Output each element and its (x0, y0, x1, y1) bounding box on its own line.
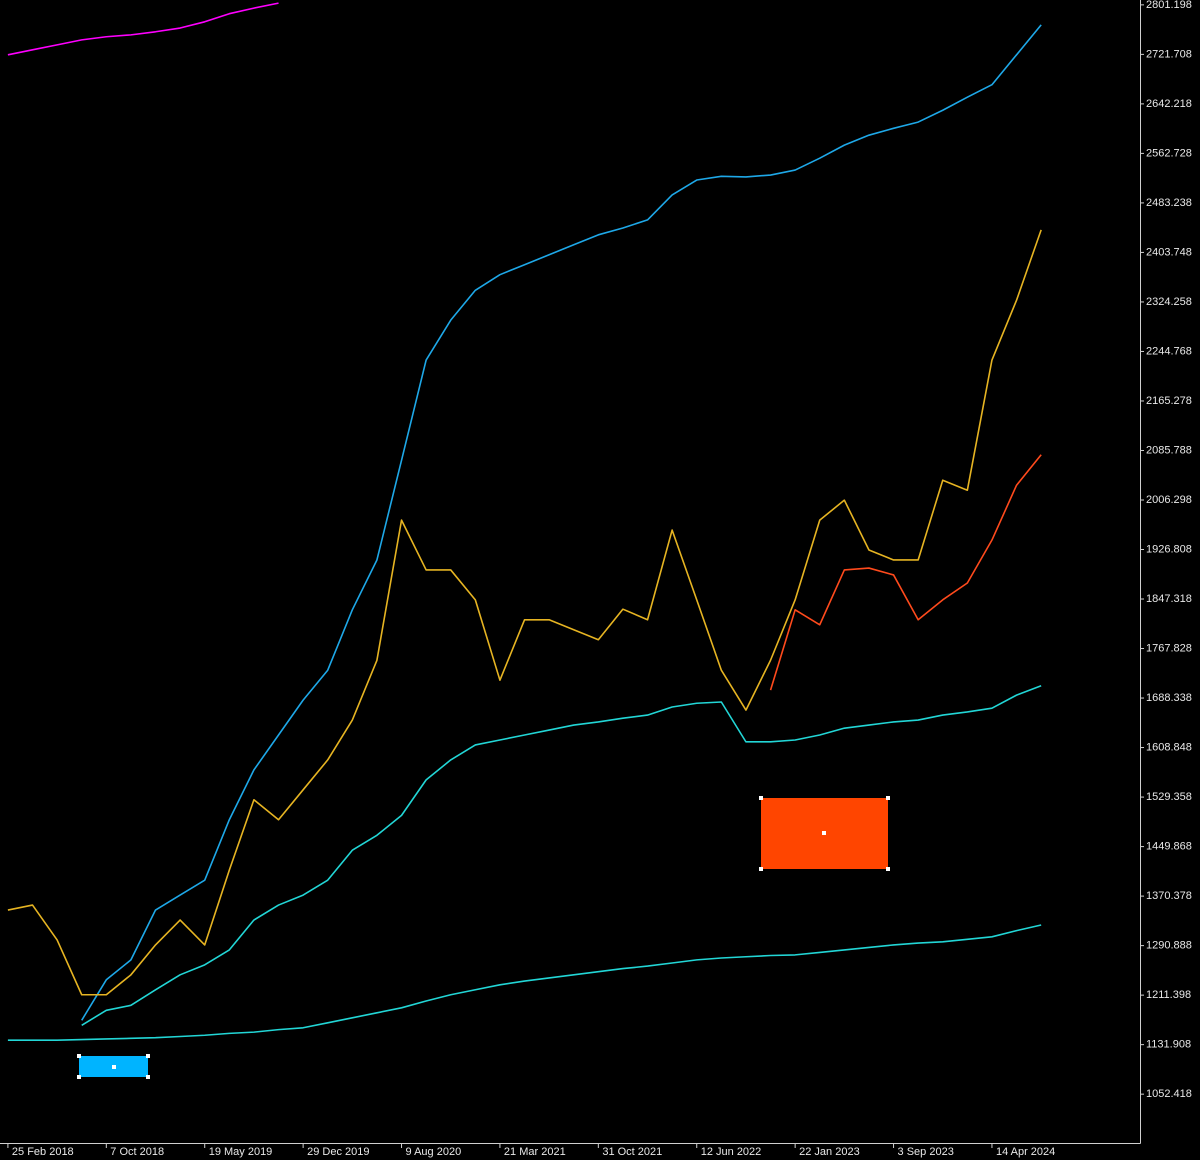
handle[interactable] (822, 831, 826, 835)
x-tick-label: 31 Oct 2021 (602, 1146, 662, 1158)
y-tick-label: 2085.788 (1146, 444, 1192, 456)
handle[interactable] (886, 796, 890, 800)
series-line (7, 2, 279, 56)
y-tick-label: 1688.338 (1146, 692, 1192, 704)
y-tick-label: 2324.258 (1146, 296, 1192, 308)
handle[interactable] (77, 1054, 81, 1058)
x-tick-label: 7 Oct 2018 (110, 1146, 164, 1158)
x-tick-label: 9 Aug 2020 (406, 1146, 462, 1158)
x-tick-label: 22 Jan 2023 (799, 1146, 860, 1158)
x-tick-label: 14 Apr 2024 (996, 1146, 1055, 1158)
x-tick-label: 25 Feb 2018 (12, 1146, 74, 1158)
y-tick-label: 2403.748 (1146, 246, 1192, 258)
y-tick-label: 1370.378 (1146, 890, 1192, 902)
y-tick-label: 2562.728 (1146, 147, 1192, 159)
handle[interactable] (77, 1075, 81, 1079)
series-line (81, 24, 1042, 1021)
handle[interactable] (146, 1054, 150, 1058)
handle[interactable] (112, 1065, 116, 1069)
drawn-rectangle[interactable] (759, 796, 890, 871)
y-tick-label: 2165.278 (1146, 395, 1192, 407)
y-tick-label: 1767.828 (1146, 642, 1192, 654)
y-tick-label: 2801.198 (1146, 0, 1192, 11)
plot-area (7, 2, 1042, 1042)
y-tick-label: 2006.298 (1146, 494, 1192, 506)
y-tick-label: 2642.218 (1146, 98, 1192, 110)
x-tick-label: 3 Sep 2023 (898, 1146, 954, 1158)
handle[interactable] (759, 867, 763, 871)
drawn-rectangle[interactable] (77, 1054, 150, 1079)
series-line (7, 924, 1042, 1042)
series-line (81, 685, 1042, 1026)
y-tick-label: 1926.808 (1146, 543, 1192, 555)
y-tick-label: 2244.768 (1146, 345, 1192, 357)
series-line (7, 229, 1042, 996)
y-tick-label: 2721.708 (1146, 48, 1192, 60)
handle[interactable] (759, 796, 763, 800)
y-tick-label: 1290.888 (1146, 940, 1192, 952)
x-tick-label: 12 Jun 2022 (701, 1146, 762, 1158)
series-line (769, 454, 1042, 691)
x-tick-label: 21 Mar 2021 (504, 1146, 566, 1158)
y-tick-label: 1529.358 (1146, 791, 1192, 803)
y-tick-label: 1847.318 (1146, 593, 1192, 605)
y-tick-label: 2483.238 (1146, 197, 1192, 209)
y-tick-label: 1052.418 (1146, 1088, 1192, 1100)
x-tick-label: 19 May 2019 (209, 1146, 273, 1158)
y-tick-label: 1211.398 (1146, 989, 1191, 1001)
handle[interactable] (886, 867, 890, 871)
handle[interactable] (146, 1075, 150, 1079)
x-tick-label: 29 Dec 2019 (307, 1146, 369, 1158)
y-tick-label: 1131.908 (1146, 1039, 1191, 1051)
y-tick-label: 1449.868 (1146, 840, 1192, 852)
y-tick-label: 1608.848 (1146, 741, 1192, 753)
